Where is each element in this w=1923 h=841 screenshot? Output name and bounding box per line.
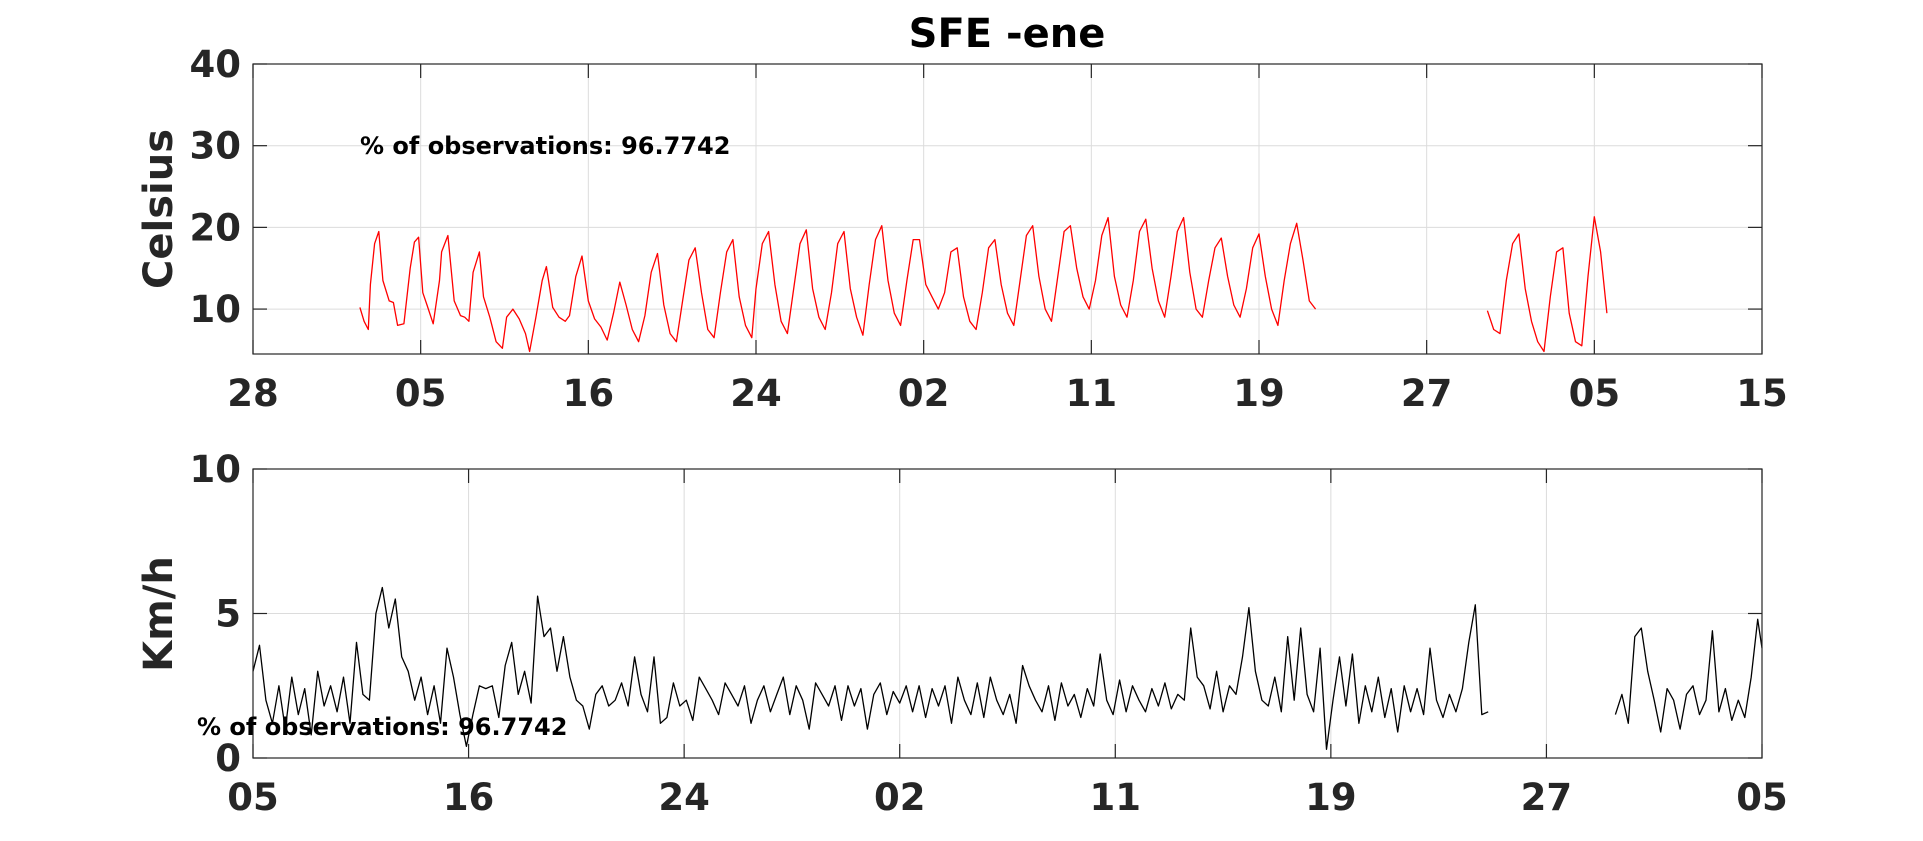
temperature-y-tick-label: 40	[190, 43, 242, 86]
temperature-plot-frame	[252, 63, 1763, 355]
temperature-x-tick-label: 05	[1569, 372, 1621, 415]
chart-title: SFE -ene	[909, 11, 1106, 57]
temperature-series-line	[359, 216, 1317, 353]
temperature-observations-annotation: % of observations: 96.7742	[360, 132, 730, 160]
temperature-x-tick-label: 19	[1233, 372, 1285, 415]
temperature-x-tick-label: 16	[563, 372, 615, 415]
wind-y-axis-label: Km/h	[136, 556, 182, 672]
wind-series-line	[1614, 618, 1763, 733]
wind-y-tick-label: 10	[190, 448, 242, 491]
temperature-x-tick-label: 28	[227, 372, 279, 415]
temperature-x-tick-label: 24	[730, 372, 782, 415]
temperature-x-tick-label: 11	[1066, 372, 1118, 415]
temperature-x-tick-label: 02	[898, 372, 950, 415]
temperature-x-tick-label: 15	[1736, 372, 1788, 415]
temperature-x-tick-label: 05	[395, 372, 447, 415]
wind-y-tick-label: 0	[215, 737, 241, 780]
wind-x-tick-label: 05	[1736, 776, 1788, 819]
wind-x-tick-label: 16	[443, 776, 495, 819]
wind-y-tick-label: 5	[215, 593, 241, 636]
wind-series-line	[252, 586, 1489, 750]
temperature-chart: SFE -ene 28 05 16 24 02 11 19 27 05 15 10 20 30 40 Ce…	[136, 11, 1788, 415]
temperature-y-tick-label: 10	[190, 288, 242, 331]
wind-x-tick-label: 05	[227, 776, 279, 819]
wind-x-tick-label: 11	[1090, 776, 1142, 819]
wind-x-tick-label: 24	[658, 776, 710, 819]
wind-x-tick-label: 19	[1305, 776, 1357, 819]
wind-x-tick-label: 02	[874, 776, 926, 819]
temperature-y-tick-label: 30	[190, 125, 242, 168]
temperature-x-tick-label: 27	[1401, 372, 1453, 415]
temperature-y-tick-label: 20	[190, 206, 242, 249]
wind-observations-annotation: % of observations: 96.7742	[197, 713, 567, 741]
wind-x-tick-label: 27	[1521, 776, 1573, 819]
temperature-series-line	[1486, 216, 1608, 353]
temperature-y-axis-label: Celsius	[136, 129, 182, 289]
